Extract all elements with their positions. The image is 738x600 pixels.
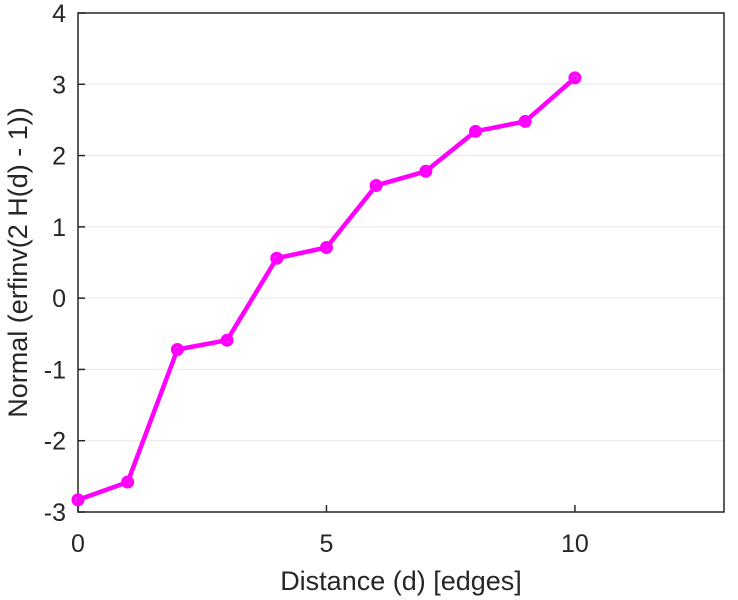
axis-ticks: -3 -2 -1 0 1 2 3 4 0 5 10 [44,0,589,558]
y-tick-label-1: -2 [44,428,66,456]
data-point-0-6 [369,179,383,193]
data-point-0-8 [469,124,483,138]
plot-frame [77,12,725,513]
data-point-0-7 [419,164,433,178]
grid-lines [78,12,724,513]
x-tick-label-2: 10 [561,530,589,558]
y-tick-label-5: 2 [52,143,66,171]
y-tick-label-4: 1 [52,214,66,242]
data-point-0-3 [220,333,234,347]
data-point-0-0 [71,493,85,507]
series-line-0 [75,75,578,503]
y-tick-label-0: -3 [44,499,66,527]
y-tick-label-2: -1 [44,356,66,384]
data-point-0-1 [121,475,135,489]
y-axis-label: Normal (erfinv(2 H(d) - 1)) [3,107,33,418]
data-point-0-4 [270,251,284,265]
series-group [71,71,582,507]
y-tick-label-6: 3 [52,71,66,99]
data-point-0-9 [518,114,532,128]
x-axis-label: Distance (d) [edges] [280,566,522,596]
x-tick-label-1: 5 [320,530,334,558]
data-point-0-5 [319,241,333,255]
y-tick-label-3: 0 [52,285,66,313]
data-point-0-2 [170,342,184,356]
data-point-0-10 [568,71,582,85]
y-tick-label-7: 4 [52,0,66,28]
x-tick-label-0: 0 [71,530,85,558]
